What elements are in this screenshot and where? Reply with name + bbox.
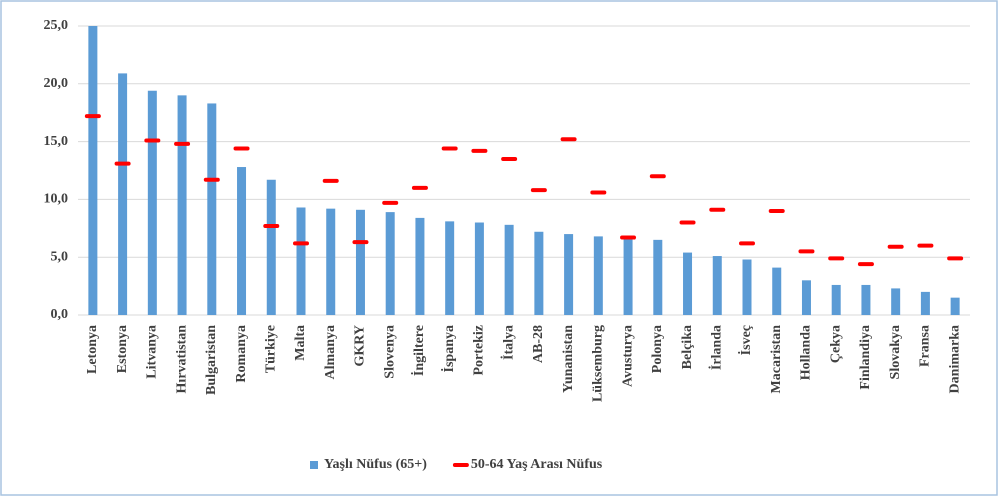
x-tick-label: Polonya (650, 325, 665, 373)
bar (861, 284, 871, 315)
legend-label: 50-64 Yaş Arası Nüfus (471, 457, 603, 472)
y-tick-label: 20,0 (44, 76, 69, 91)
x-tick-label: Litvanya (145, 325, 160, 379)
x-tick-label: Finlandiya (858, 325, 873, 390)
bar (920, 291, 930, 315)
x-tick-label: İrlanda (707, 325, 724, 370)
x-tick-label: Hollanda (799, 325, 814, 380)
x-tick-label: İsveç (737, 325, 754, 355)
x-tick-label: Letonya (85, 325, 100, 374)
x-tick-label: Romanya (234, 325, 249, 383)
x-tick-label: Malta (293, 325, 308, 361)
x-tick-label: Avusturya (620, 325, 635, 387)
legend-label: Yaşlı Nüfus (65+) (324, 457, 427, 472)
legend-swatch (310, 461, 318, 469)
bar (593, 236, 603, 315)
x-tick-label: İspanya (440, 325, 457, 372)
x-tick-label: Hırvatistan (174, 325, 189, 394)
bar (88, 26, 98, 315)
bar (742, 259, 752, 315)
y-tick-label: 0,0 (51, 307, 69, 322)
bar (296, 207, 306, 315)
bar (534, 231, 544, 315)
x-tick-label: Portekiz (472, 325, 487, 376)
x-tick-label: İtalya (499, 325, 516, 360)
bar (712, 256, 722, 315)
x-tick-label: Almanya (323, 325, 338, 379)
x-tick-label: Yunanistan (561, 325, 576, 393)
bar (445, 221, 455, 315)
bar (118, 73, 128, 316)
bar (772, 267, 782, 315)
x-tick-label: Macaristan (769, 325, 784, 394)
x-tick-label: Bulgaristan (204, 325, 219, 395)
bar (504, 224, 514, 315)
x-tick-label: Danimarka (947, 325, 962, 393)
bar (891, 288, 901, 315)
bar (385, 212, 395, 315)
bar (831, 284, 841, 315)
bar (950, 297, 960, 315)
x-tick-label: Lüksemburg (591, 325, 606, 402)
bar (415, 217, 425, 315)
bar (326, 208, 336, 315)
bar (147, 90, 157, 316)
x-tick-label: İngiltere (410, 325, 427, 376)
x-tick-label: Slovakya (888, 325, 903, 379)
x-tick-label: Fransa (918, 325, 933, 367)
bar (683, 252, 693, 315)
y-tick-label: 25,0 (44, 18, 69, 33)
x-tick-label: Estonya (115, 325, 130, 373)
bar (564, 234, 574, 315)
bar (623, 238, 633, 315)
x-tick-label: Çekya (828, 325, 843, 363)
bar (801, 280, 811, 315)
y-tick-label: 15,0 (44, 134, 69, 149)
x-tick-label: GKRY (353, 325, 368, 367)
bar (266, 179, 276, 315)
bar (207, 103, 217, 316)
bar (237, 167, 247, 315)
bar (474, 222, 484, 315)
x-tick-label: AB-28 (531, 325, 546, 363)
bar (355, 209, 365, 315)
x-tick-label: Türkiye (263, 325, 278, 373)
y-tick-label: 5,0 (51, 249, 69, 264)
bar (177, 95, 187, 315)
x-tick-label: Slovenya (382, 325, 397, 379)
bar (653, 239, 663, 315)
x-tick-label: Belçika (680, 325, 695, 369)
y-tick-label: 10,0 (44, 192, 69, 207)
